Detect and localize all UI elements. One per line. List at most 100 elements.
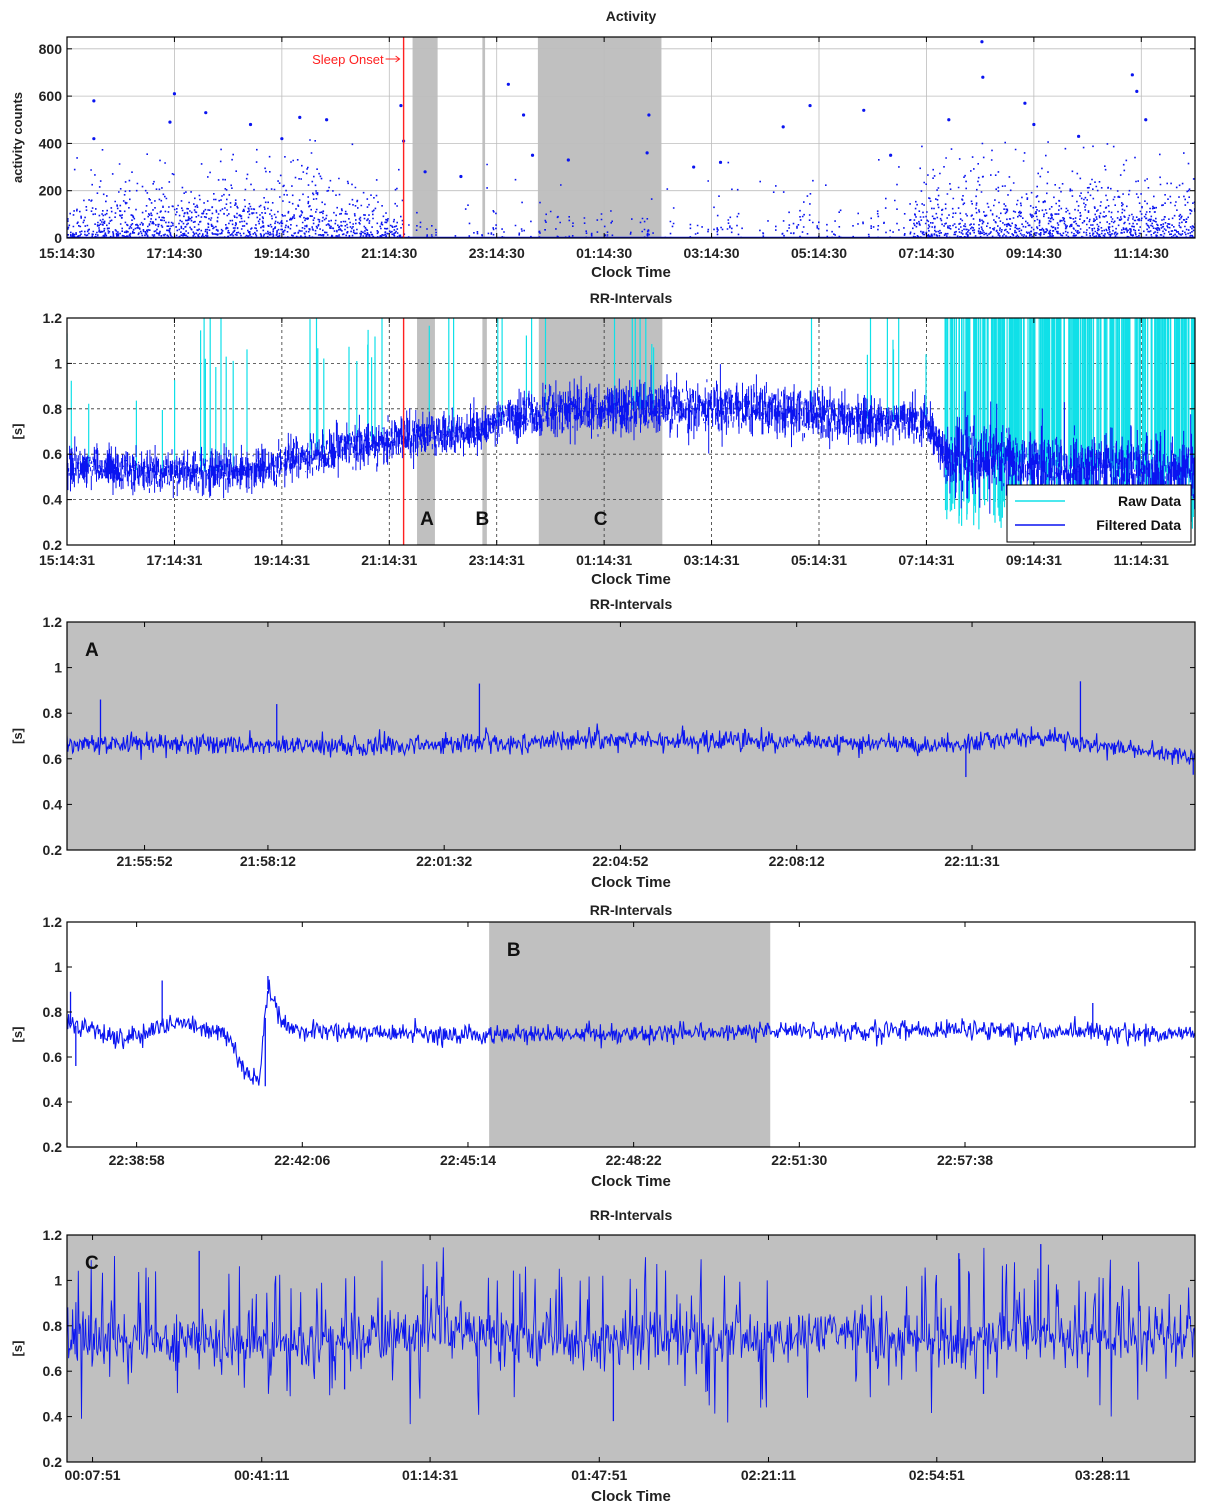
axes-frame <box>66 36 1196 239</box>
activity-point <box>980 40 984 44</box>
x-tick-label: 22:42:06 <box>274 1152 330 1168</box>
activity-point <box>399 103 403 108</box>
series-rr <box>67 1247 1195 1425</box>
chart-title: RR-Intervals <box>590 596 673 612</box>
panel-label: B <box>507 940 521 961</box>
y-tick-label: 0.6 <box>43 1049 63 1065</box>
x-tick-label: 02:21:11 <box>741 1467 796 1483</box>
activity-point <box>947 118 951 122</box>
activity-point <box>423 170 427 174</box>
y-tick-label: 200 <box>39 183 63 199</box>
x-tick-label: 09:14:30 <box>1006 245 1062 261</box>
region-label-B: B <box>476 509 490 530</box>
activity-point <box>92 99 96 103</box>
y-tick-label: 0.8 <box>43 705 63 721</box>
y-axis-label: [s] <box>10 1027 25 1043</box>
y-tick-label: 1.2 <box>43 1227 63 1243</box>
y-tick-label: 1.2 <box>43 614 63 630</box>
y-tick-label: 800 <box>39 41 63 57</box>
x-tick-label: 01:14:31 <box>402 1467 458 1483</box>
x-tick-label: 01:47:51 <box>571 1467 627 1483</box>
shaded-region <box>412 37 438 238</box>
activity-point <box>862 108 866 112</box>
x-axis-label: Clock Time <box>591 874 671 891</box>
panel-activity: Activity Sleep Onset 0 200 400 600 800 15:14:30… <box>10 8 1196 281</box>
axes-frame <box>66 621 1196 851</box>
x-axis-label: Clock Time <box>591 264 671 281</box>
x-tick-label: 03:14:30 <box>684 245 740 261</box>
activity-point <box>808 103 812 108</box>
activity-point <box>718 160 723 164</box>
activity-point <box>1032 122 1036 127</box>
y-tick-label: 0.8 <box>43 1004 63 1020</box>
panel-rr-a: RR-Intervals A 0.2 0.4 0.6 0.8 1 1.2 21:55:52 21:… <box>10 596 1196 891</box>
x-tick-label: 00:41:11 <box>234 1467 289 1483</box>
y-tick-label: 0.6 <box>43 1363 63 1379</box>
activity-point <box>645 151 649 155</box>
x-tick-label: 22:45:14 <box>440 1152 496 1168</box>
x-tick-label: 22:01:32 <box>416 853 472 869</box>
activity-point <box>298 115 302 119</box>
legend-box <box>1006 484 1192 543</box>
legend-entry: Filtered Data <box>1096 517 1181 533</box>
x-tick-label: 03:28:11 <box>1075 1467 1130 1483</box>
y-tick-label: 0.4 <box>43 1094 63 1110</box>
sleep-onset-label: Sleep Onset <box>312 52 384 67</box>
x-tick-label: 23:14:31 <box>469 552 525 568</box>
panel-rr-b: RR-Intervals B 0.2 0.4 0.6 0.8 1 1.2 22:38:58 22:… <box>10 902 1196 1190</box>
chart-title: RR-Intervals <box>590 902 673 918</box>
y-tick-label: 0.2 <box>43 537 63 553</box>
x-tick-label: 21:58:12 <box>240 853 296 869</box>
data-layer <box>67 681 1195 778</box>
chart-title: RR-Intervals <box>590 290 673 306</box>
activity-point <box>168 120 172 124</box>
x-tick-label: 22:08:12 <box>769 853 825 869</box>
x-tick-label: 15:14:30 <box>39 245 95 261</box>
y-tick-label: 0.4 <box>43 1409 63 1425</box>
x-tick-label: 22:11:31 <box>944 853 999 869</box>
x-tick-label: 05:14:31 <box>791 552 847 568</box>
x-tick-label: 22:51:30 <box>771 1152 827 1168</box>
axes-frame <box>66 1234 1196 1463</box>
y-tick-label: 1 <box>54 959 62 975</box>
y-tick-label: 0.2 <box>43 1139 63 1155</box>
shaded-region <box>482 37 486 238</box>
activity-point <box>692 165 696 169</box>
x-tick-label: 22:38:58 <box>109 1152 165 1168</box>
y-tick-label: 1.2 <box>43 310 63 326</box>
panel-label: C <box>85 1253 99 1274</box>
y-axis-label: [s] <box>10 424 25 440</box>
x-tick-label: 09:14:31 <box>1006 552 1062 568</box>
legend-entry: Raw Data <box>1118 493 1181 509</box>
shaded-region <box>537 37 662 238</box>
x-tick-label: 19:14:30 <box>254 245 310 261</box>
x-tick-label: 17:14:31 <box>146 552 202 568</box>
activity-point <box>204 111 208 115</box>
x-tick-label: 19:14:31 <box>254 552 310 568</box>
x-tick-label: 22:57:38 <box>937 1152 993 1168</box>
activity-point <box>521 113 526 117</box>
axes-frame <box>66 317 1196 546</box>
panel-rr-c: RR-Intervals C 0.2 0.4 0.6 0.8 1 1.2 00:07:51 00:… <box>10 1207 1196 1505</box>
activity-point <box>92 137 96 141</box>
chart-title: RR-Intervals <box>590 1207 673 1223</box>
x-tick-label: 22:04:52 <box>592 853 648 869</box>
data-layer <box>67 976 1195 1087</box>
activity-point <box>325 118 329 122</box>
series-filtered-data <box>67 364 1195 523</box>
x-tick-label: 01:14:30 <box>576 245 632 261</box>
y-tick-label: 0.2 <box>43 842 63 858</box>
region-label-C: C <box>594 509 608 530</box>
activity-point <box>459 174 463 179</box>
x-tick-label: 02:54:51 <box>909 1467 965 1483</box>
chart-title: Activity <box>606 8 657 24</box>
x-tick-label: 03:14:31 <box>684 552 740 568</box>
y-tick-label: 600 <box>39 88 63 104</box>
activity-point <box>530 153 535 157</box>
x-axis-label: Clock Time <box>591 1488 671 1505</box>
activity-point <box>781 125 785 129</box>
y-tick-label: 400 <box>39 135 63 151</box>
x-tick-label: 21:14:31 <box>361 552 417 568</box>
y-tick-label: 0.4 <box>43 796 63 812</box>
